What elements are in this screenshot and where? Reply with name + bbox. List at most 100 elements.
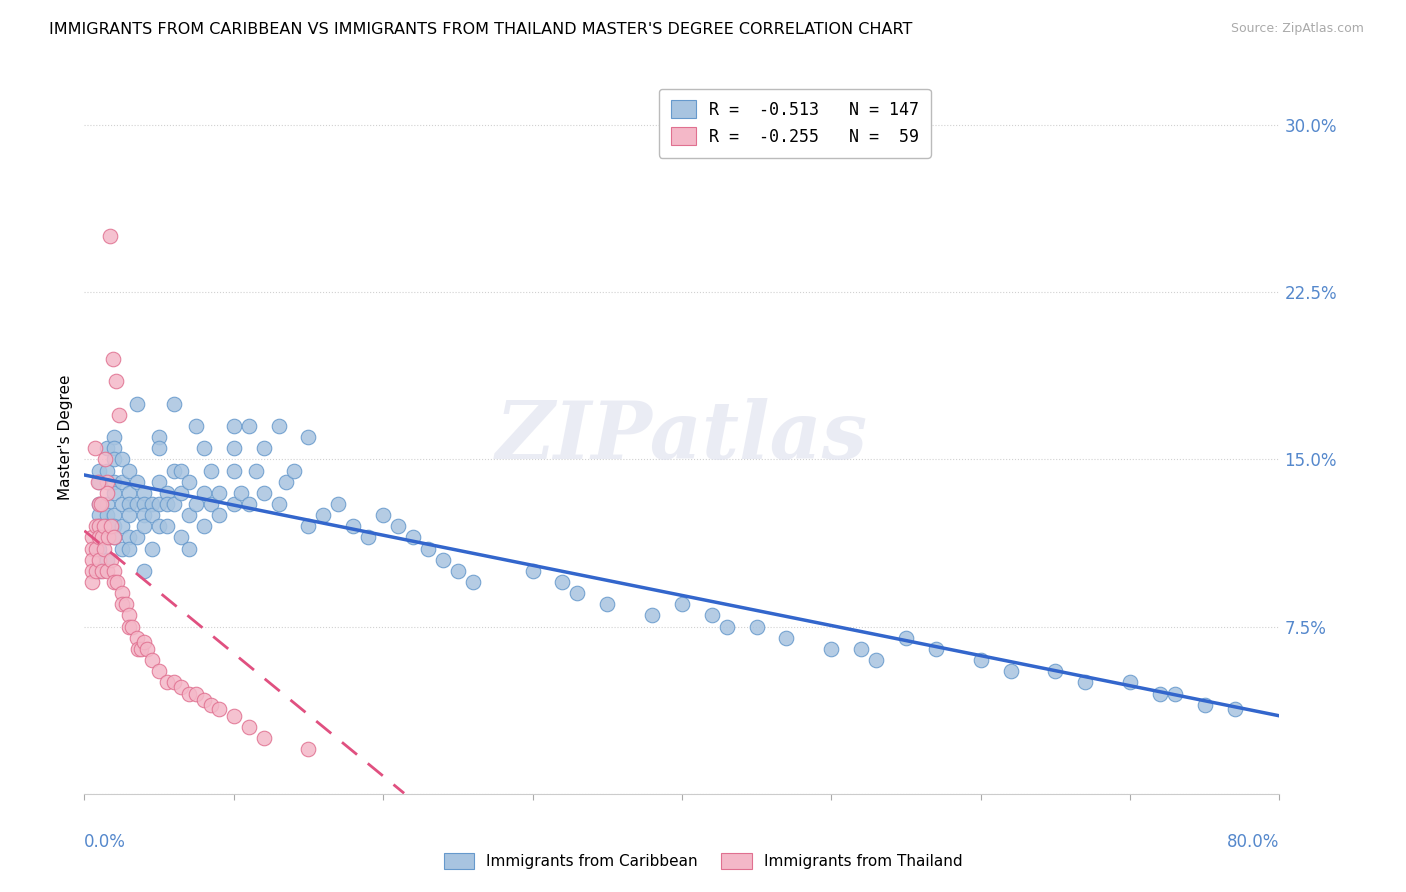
Point (103, 452, 125, 467)
Point (155, 497, 177, 511)
Point (125, 475, 148, 489)
Point (1000, 664, 1022, 679)
Point (80, 552, 103, 567)
Point (96, 497, 118, 511)
Point (177, 475, 200, 489)
Point (125, 396, 148, 410)
Point (103, 475, 125, 489)
Point (700, 608, 723, 623)
Point (80, 541, 103, 556)
Point (89, 530, 111, 544)
Point (118, 608, 141, 623)
Point (522, 564, 544, 578)
Point (118, 541, 141, 556)
Point (1194, 698, 1216, 712)
Point (357, 530, 380, 544)
Point (163, 396, 186, 410)
Point (136, 642, 159, 657)
Point (163, 497, 186, 511)
Point (103, 442, 125, 455)
Point (118, 508, 141, 523)
Point (283, 464, 305, 478)
Text: IMMIGRANTS FROM CARIBBEAN VS IMMIGRANTS FROM THAILAND MASTER'S DEGREE CORRELATIO: IMMIGRANTS FROM CARIBBEAN VS IMMIGRANTS … (49, 22, 912, 37)
Point (86, 519, 108, 533)
Point (148, 430, 170, 444)
Point (103, 575, 125, 590)
Point (103, 564, 125, 578)
Point (148, 519, 170, 533)
Point (222, 497, 245, 511)
Point (193, 442, 215, 455)
Point (373, 508, 395, 523)
Point (83, 442, 105, 455)
Point (132, 497, 156, 511)
Point (80, 575, 103, 590)
Point (222, 418, 245, 433)
Point (416, 541, 439, 556)
Point (253, 731, 276, 746)
Point (94, 452, 117, 467)
Point (125, 530, 148, 544)
Text: 0.0%: 0.0% (84, 833, 127, 851)
Point (163, 675, 186, 690)
Point (121, 619, 143, 633)
Point (96, 552, 118, 567)
Point (118, 464, 141, 478)
Point (238, 497, 260, 511)
Point (148, 475, 170, 489)
Point (170, 485, 193, 500)
Point (461, 575, 484, 590)
Point (132, 635, 156, 649)
Legend: Immigrants from Caribbean, Immigrants from Thailand: Immigrants from Caribbean, Immigrants fr… (437, 847, 969, 875)
Y-axis label: Master's Degree: Master's Degree (58, 375, 73, 500)
Point (89, 475, 111, 489)
Point (671, 598, 693, 612)
Point (222, 708, 245, 723)
Point (222, 442, 245, 455)
Point (1074, 675, 1097, 690)
Point (200, 698, 222, 712)
Point (141, 497, 163, 511)
Point (111, 598, 134, 612)
Point (253, 442, 276, 455)
Point (222, 464, 245, 478)
Point (596, 598, 619, 612)
Point (104, 375, 127, 389)
Point (89, 497, 111, 511)
Point (925, 642, 948, 657)
Point (402, 530, 425, 544)
Point (89, 497, 111, 511)
Point (93, 541, 115, 556)
Point (170, 680, 193, 694)
Point (865, 653, 887, 667)
Point (148, 497, 170, 511)
Point (447, 564, 470, 578)
Point (141, 508, 163, 523)
Point (1045, 664, 1067, 679)
Point (86, 541, 108, 556)
Point (132, 519, 156, 533)
Point (177, 541, 200, 556)
Point (111, 541, 134, 556)
Point (103, 485, 125, 500)
Point (1223, 702, 1246, 716)
Point (111, 497, 134, 511)
Point (745, 619, 768, 633)
Point (86, 564, 108, 578)
Point (253, 485, 276, 500)
Point (103, 430, 125, 444)
Point (96, 475, 118, 489)
Point (155, 675, 177, 690)
Point (100, 552, 122, 567)
Point (90, 497, 112, 511)
Point (89, 464, 111, 478)
Point (851, 642, 873, 657)
Point (96, 442, 118, 455)
Point (267, 497, 290, 511)
Point (200, 497, 222, 511)
Point (103, 530, 125, 544)
Point (238, 720, 260, 734)
Point (141, 541, 163, 556)
Point (111, 519, 134, 533)
Point (125, 497, 148, 511)
